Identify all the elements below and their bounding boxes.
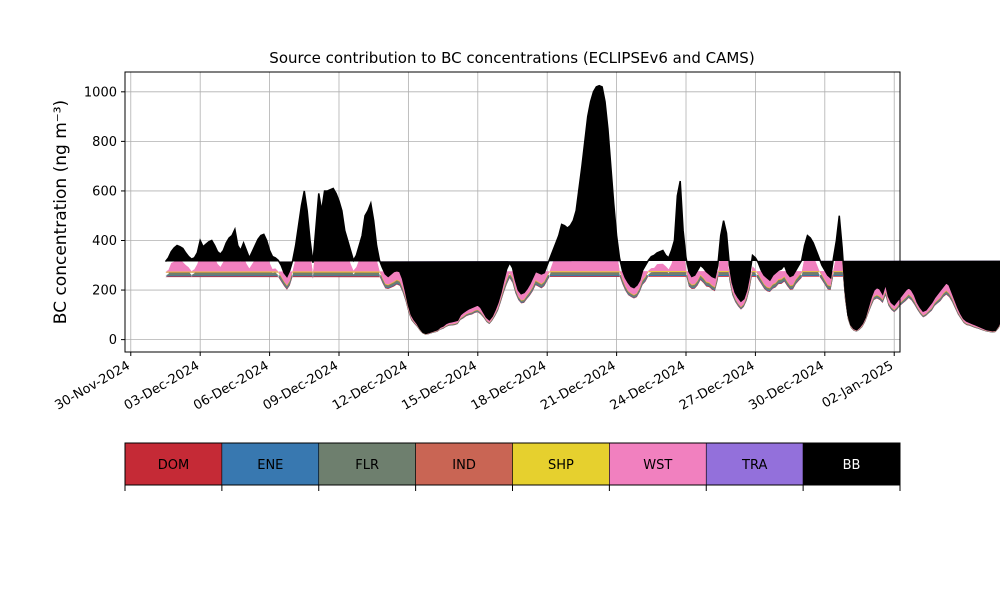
chart-title: Source contribution to BC concentrations… <box>269 49 754 67</box>
x-tick-label: 15-Dec-2024 <box>399 358 479 413</box>
legend-label-bb: BB <box>843 458 861 473</box>
legend-label-shp: SHP <box>548 458 574 473</box>
legend-swatch-shp <box>512 442 610 486</box>
x-tick-label: 30-Nov-2024 <box>53 358 133 413</box>
stacked-areas <box>164 84 1000 335</box>
legend-swatch-dom <box>124 442 223 486</box>
legend-swatch-wst <box>609 442 707 486</box>
legend-label-ene: ENE <box>257 458 283 473</box>
area-bb <box>165 85 1000 334</box>
x-tick-label: 02-Jan-2025 <box>820 358 897 411</box>
y-tick-label: 1000 <box>84 85 117 100</box>
x-tick-label: 24-Dec-2024 <box>608 358 688 413</box>
grid-layer <box>125 72 900 352</box>
y-tick-label: 400 <box>92 234 117 249</box>
y-tick-label: 800 <box>92 135 117 150</box>
legend-label-dom: DOM <box>158 458 189 473</box>
x-tick-label: 30-Dec-2024 <box>746 358 826 413</box>
legend-swatch-flr <box>318 442 416 486</box>
y-tick-label: 600 <box>92 184 117 199</box>
y-axis-label: BC concentration (ng m⁻³) <box>51 100 71 324</box>
legend-swatch-bb <box>802 442 901 486</box>
x-tick-label: 21-Dec-2024 <box>538 358 618 413</box>
x-tick-label: 09-Dec-2024 <box>261 358 341 413</box>
y-tick-label: 200 <box>92 284 117 299</box>
x-tick-label: 27-Dec-2024 <box>677 358 757 413</box>
axes: 0200400600800100030-Nov-202403-Dec-20240… <box>53 71 901 414</box>
x-tick-label: 03-Dec-2024 <box>122 358 202 413</box>
plot-frame <box>124 71 901 353</box>
legend-colorbar: DOM ENE FLR IND SHP WST TRA BB <box>124 442 901 491</box>
legend-swatch-ind <box>415 442 513 486</box>
y-tick-label: 0 <box>109 333 117 348</box>
x-tick-label: 18-Dec-2024 <box>469 358 549 413</box>
legend-label-tra: TRA <box>741 458 767 473</box>
legend-label-wst: WST <box>643 458 672 473</box>
legend-label-ind: IND <box>452 458 476 473</box>
x-tick-label: 06-Dec-2024 <box>191 358 271 413</box>
x-tick-label: 12-Dec-2024 <box>330 358 410 413</box>
legend-swatch-tra <box>705 442 804 486</box>
legend-label-flr: FLR <box>355 458 379 473</box>
total-line <box>164 84 1000 335</box>
